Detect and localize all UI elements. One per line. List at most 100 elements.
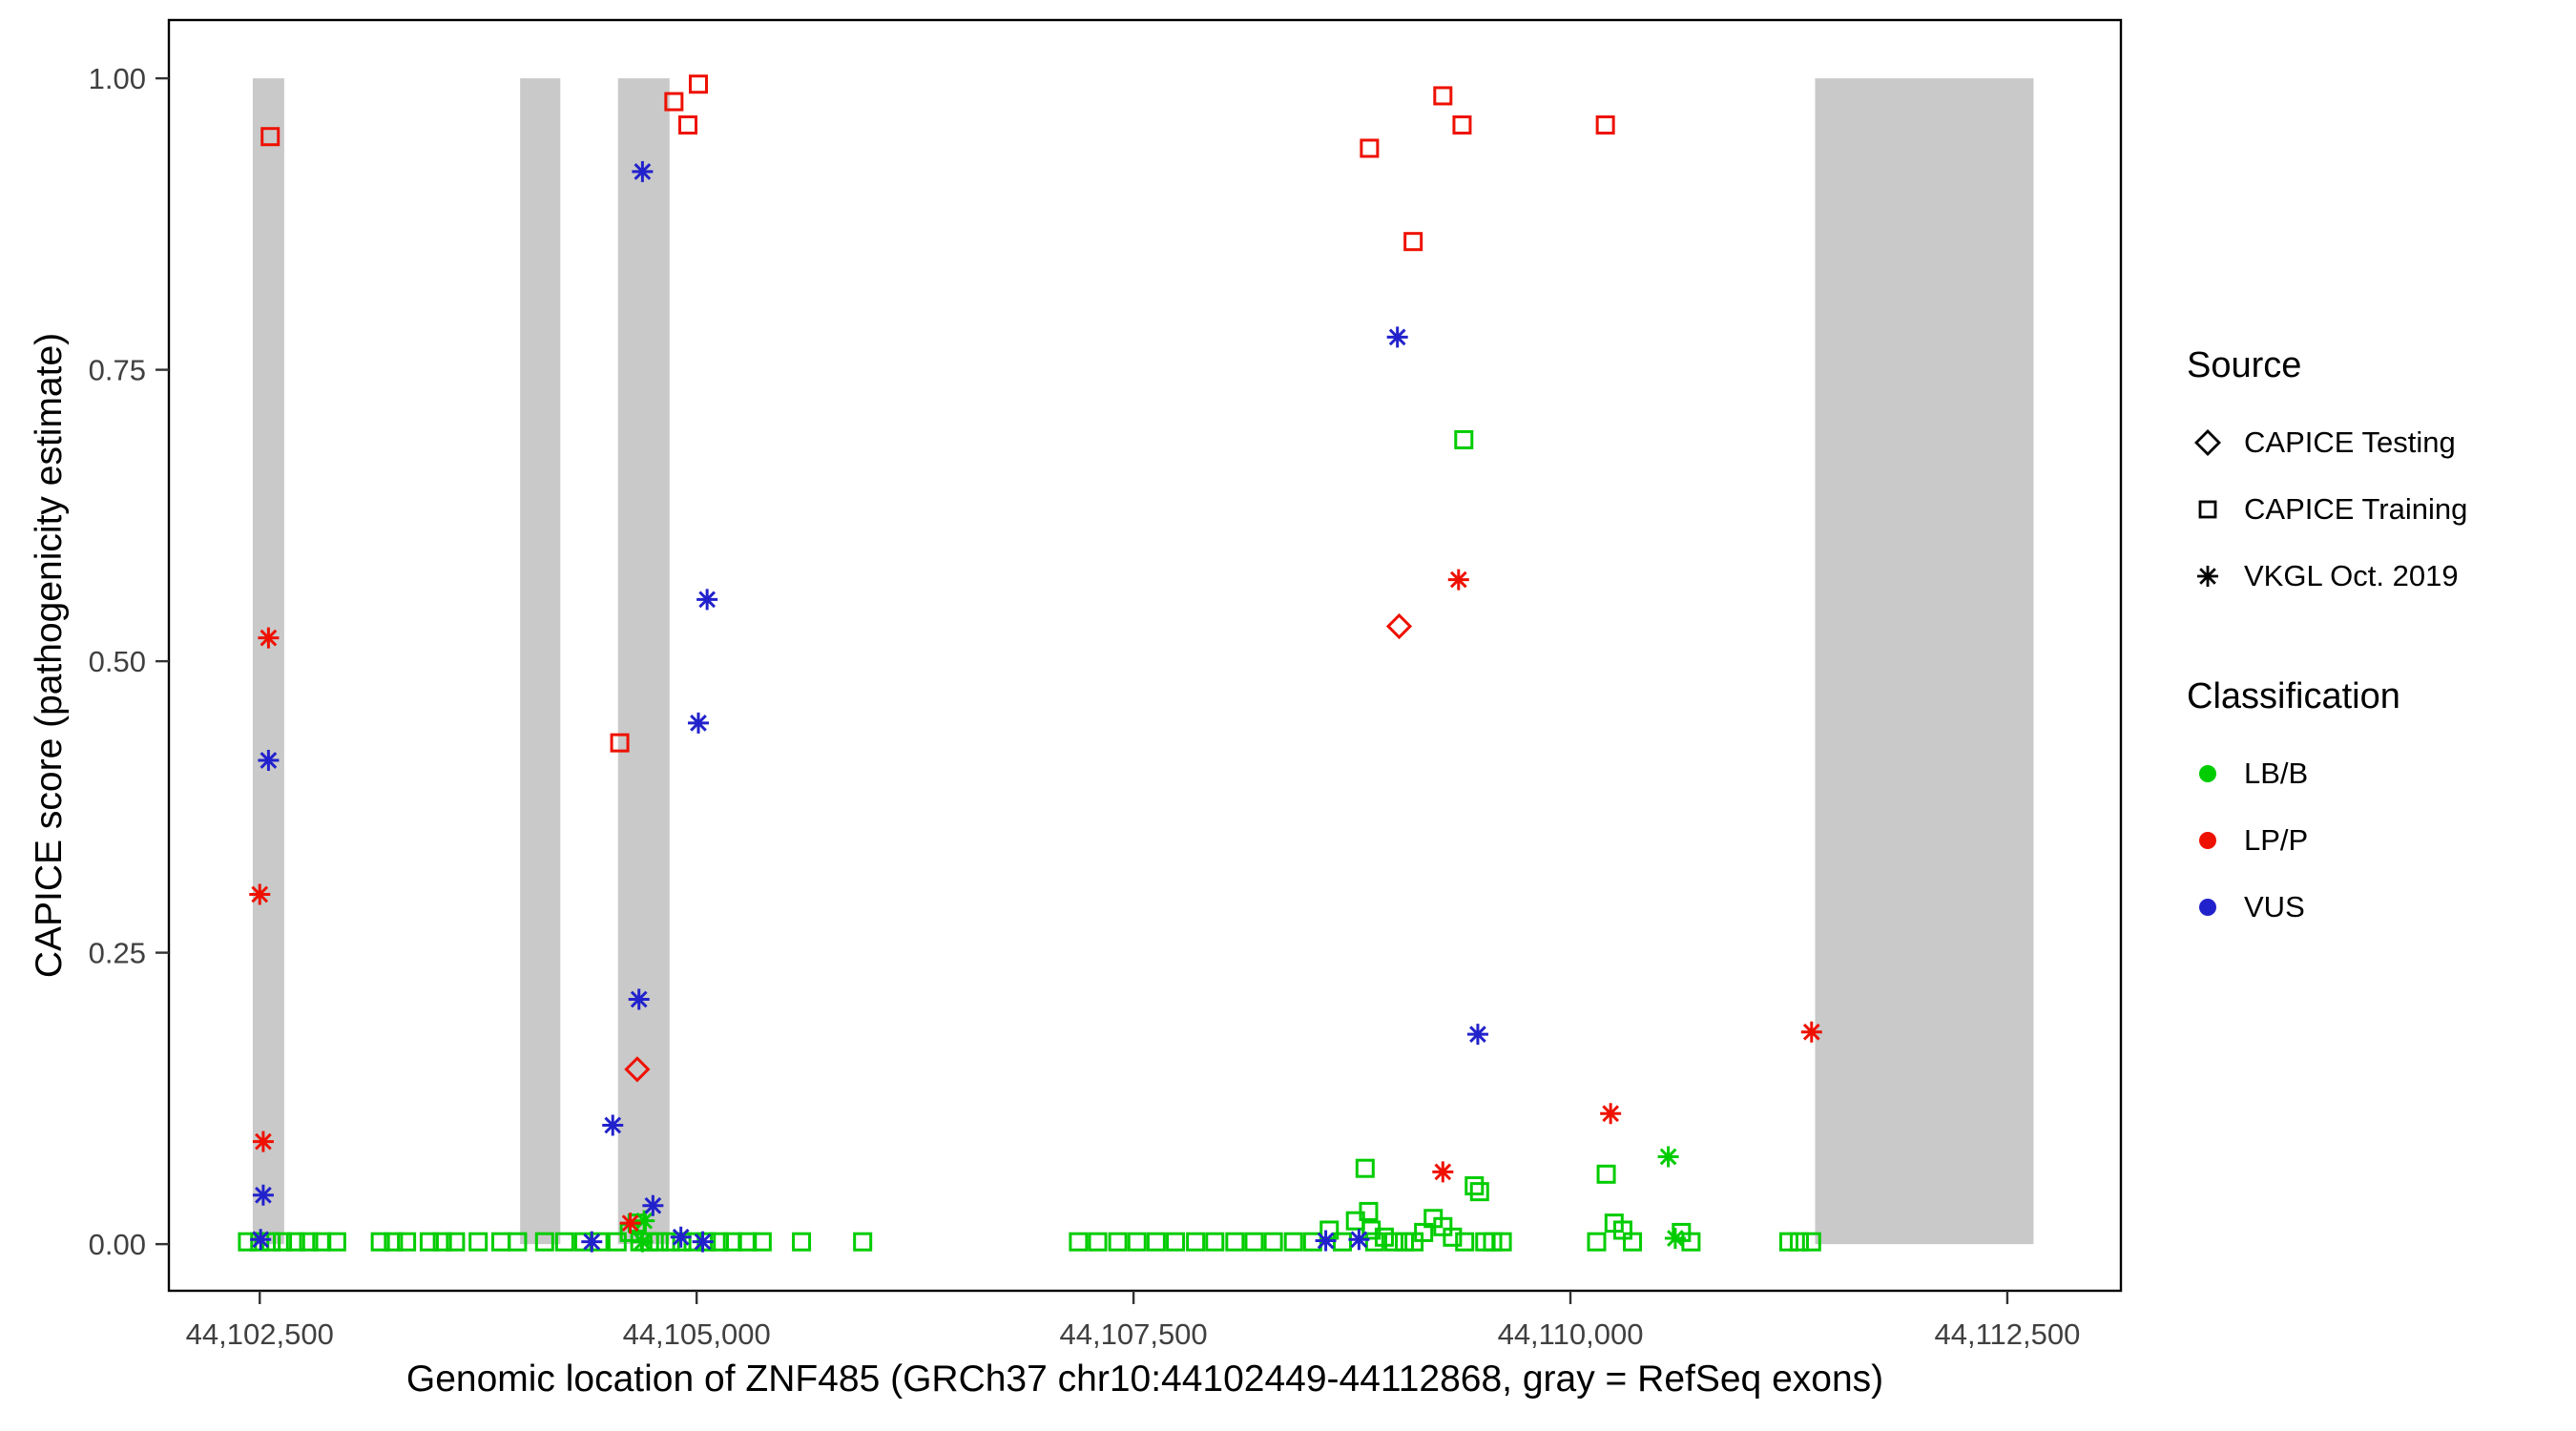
point-square — [1789, 1232, 1809, 1252]
point-square — [534, 1232, 554, 1252]
point-square — [1443, 1227, 1463, 1247]
point-square — [1166, 1232, 1186, 1252]
blue-dot-icon — [2199, 899, 2216, 916]
series-training-lbb — [238, 429, 1821, 1252]
point-asterisk — [1386, 326, 1408, 348]
point-asterisk — [619, 1213, 641, 1234]
point-square — [446, 1232, 466, 1252]
point-asterisk — [581, 1231, 603, 1253]
point-asterisk — [1348, 1229, 1370, 1251]
point-square — [1595, 114, 1615, 135]
point-asterisk — [632, 1231, 654, 1253]
square-icon — [2198, 500, 2217, 519]
series-testing-lpp — [624, 612, 1413, 1083]
point-square — [1374, 1227, 1394, 1247]
y-tick-label: 1.00 — [89, 62, 146, 95]
point-square — [1108, 1232, 1128, 1252]
point-square — [1454, 429, 1474, 449]
legend-item-lpp: LP/P — [2187, 807, 2467, 874]
green-dot-icon — [2199, 765, 2216, 782]
data-points — [238, 74, 1822, 1253]
point-square — [1433, 86, 1453, 106]
point-square — [752, 1232, 772, 1252]
x-tick-label: 44,102,500 — [186, 1317, 334, 1351]
point-square — [1146, 1232, 1166, 1252]
series-vkgl-lpp — [249, 569, 1822, 1234]
point-asterisk — [628, 988, 650, 1010]
point-square — [299, 1232, 319, 1252]
legend-item-capice-testing: CAPICE Testing — [2187, 409, 2467, 476]
point-asterisk — [696, 589, 718, 611]
point-asterisk — [688, 712, 710, 734]
point-square — [1433, 1216, 1453, 1236]
legend-item-lbb: LB/B — [2187, 740, 2467, 807]
series-vkgl-vus — [250, 160, 1488, 1253]
point-square — [1778, 1232, 1798, 1252]
legend: Source CAPICE Testing CAPICE Training VK… — [2187, 345, 2467, 941]
point-square — [1355, 1158, 1375, 1178]
legend-label: VUS — [2244, 890, 2305, 923]
point-square — [1395, 1232, 1415, 1252]
legend-label: CAPICE Training — [2244, 492, 2468, 526]
point-square — [326, 1232, 346, 1252]
point-square — [1681, 1232, 1701, 1252]
point-asterisk — [634, 1210, 655, 1232]
x-axis-title: Genomic location of ZNF485 (GRCh37 chr10… — [405, 1358, 1884, 1400]
point-square — [1452, 114, 1472, 135]
point-square — [853, 1232, 873, 1252]
point-square — [1587, 1232, 1607, 1252]
point-asterisk — [642, 1194, 664, 1216]
point-square — [1801, 1232, 1821, 1252]
legend-label: LP/P — [2244, 823, 2309, 857]
point-asterisk — [258, 627, 280, 649]
point-square — [238, 1232, 258, 1252]
point-square — [1612, 1220, 1632, 1240]
legend-label: LB/B — [2244, 757, 2309, 790]
point-square — [1186, 1232, 1206, 1252]
x-tick-label: 44,112,500 — [1935, 1317, 2081, 1351]
legend-label: CAPICE Testing — [2244, 425, 2456, 459]
point-square — [1455, 1232, 1475, 1252]
point-asterisk — [252, 1184, 274, 1206]
point-asterisk — [1657, 1146, 1679, 1168]
point-square — [432, 1232, 452, 1252]
diamond-icon — [2194, 429, 2221, 456]
point-square — [1469, 1182, 1489, 1202]
point-square — [792, 1232, 812, 1252]
point-square — [1492, 1232, 1512, 1252]
point-square — [660, 1232, 680, 1252]
point-diamond — [1385, 612, 1413, 640]
y-tick-label: 0.50 — [89, 645, 146, 678]
series-training-lpp — [260, 74, 1615, 753]
point-asterisk — [1600, 1103, 1622, 1125]
y-axis: 0.00 0.25 0.50 0.75 1.00 — [89, 62, 169, 1261]
point-square — [1088, 1232, 1108, 1252]
exon-band — [252, 78, 284, 1245]
y-axis-title: CAPICE score (pathogenicity estimate) — [29, 332, 70, 979]
point-square — [1403, 232, 1423, 252]
legend-label: VKGL Oct. 2019 — [2244, 559, 2459, 592]
point-asterisk — [1664, 1228, 1686, 1250]
point-square — [397, 1232, 417, 1252]
point-square — [1384, 1232, 1404, 1252]
point-square — [1225, 1232, 1245, 1252]
point-square — [1360, 138, 1380, 158]
point-square — [1244, 1232, 1264, 1252]
point-square — [1127, 1232, 1147, 1252]
point-square — [1465, 1176, 1485, 1196]
point-asterisk — [1315, 1230, 1337, 1252]
panel-border — [167, 18, 2123, 1293]
point-square — [370, 1232, 390, 1252]
point-asterisk — [632, 160, 654, 182]
point-square — [610, 733, 630, 753]
asterisk-icon — [2197, 566, 2218, 587]
point-square — [273, 1232, 293, 1252]
x-tick-label: 44,107,500 — [1060, 1317, 1208, 1351]
point-asterisk — [252, 1130, 274, 1152]
point-square — [419, 1232, 439, 1252]
point-square — [1283, 1232, 1303, 1252]
point-square — [1263, 1232, 1283, 1252]
point-square — [689, 74, 709, 94]
point-asterisk — [602, 1114, 624, 1136]
